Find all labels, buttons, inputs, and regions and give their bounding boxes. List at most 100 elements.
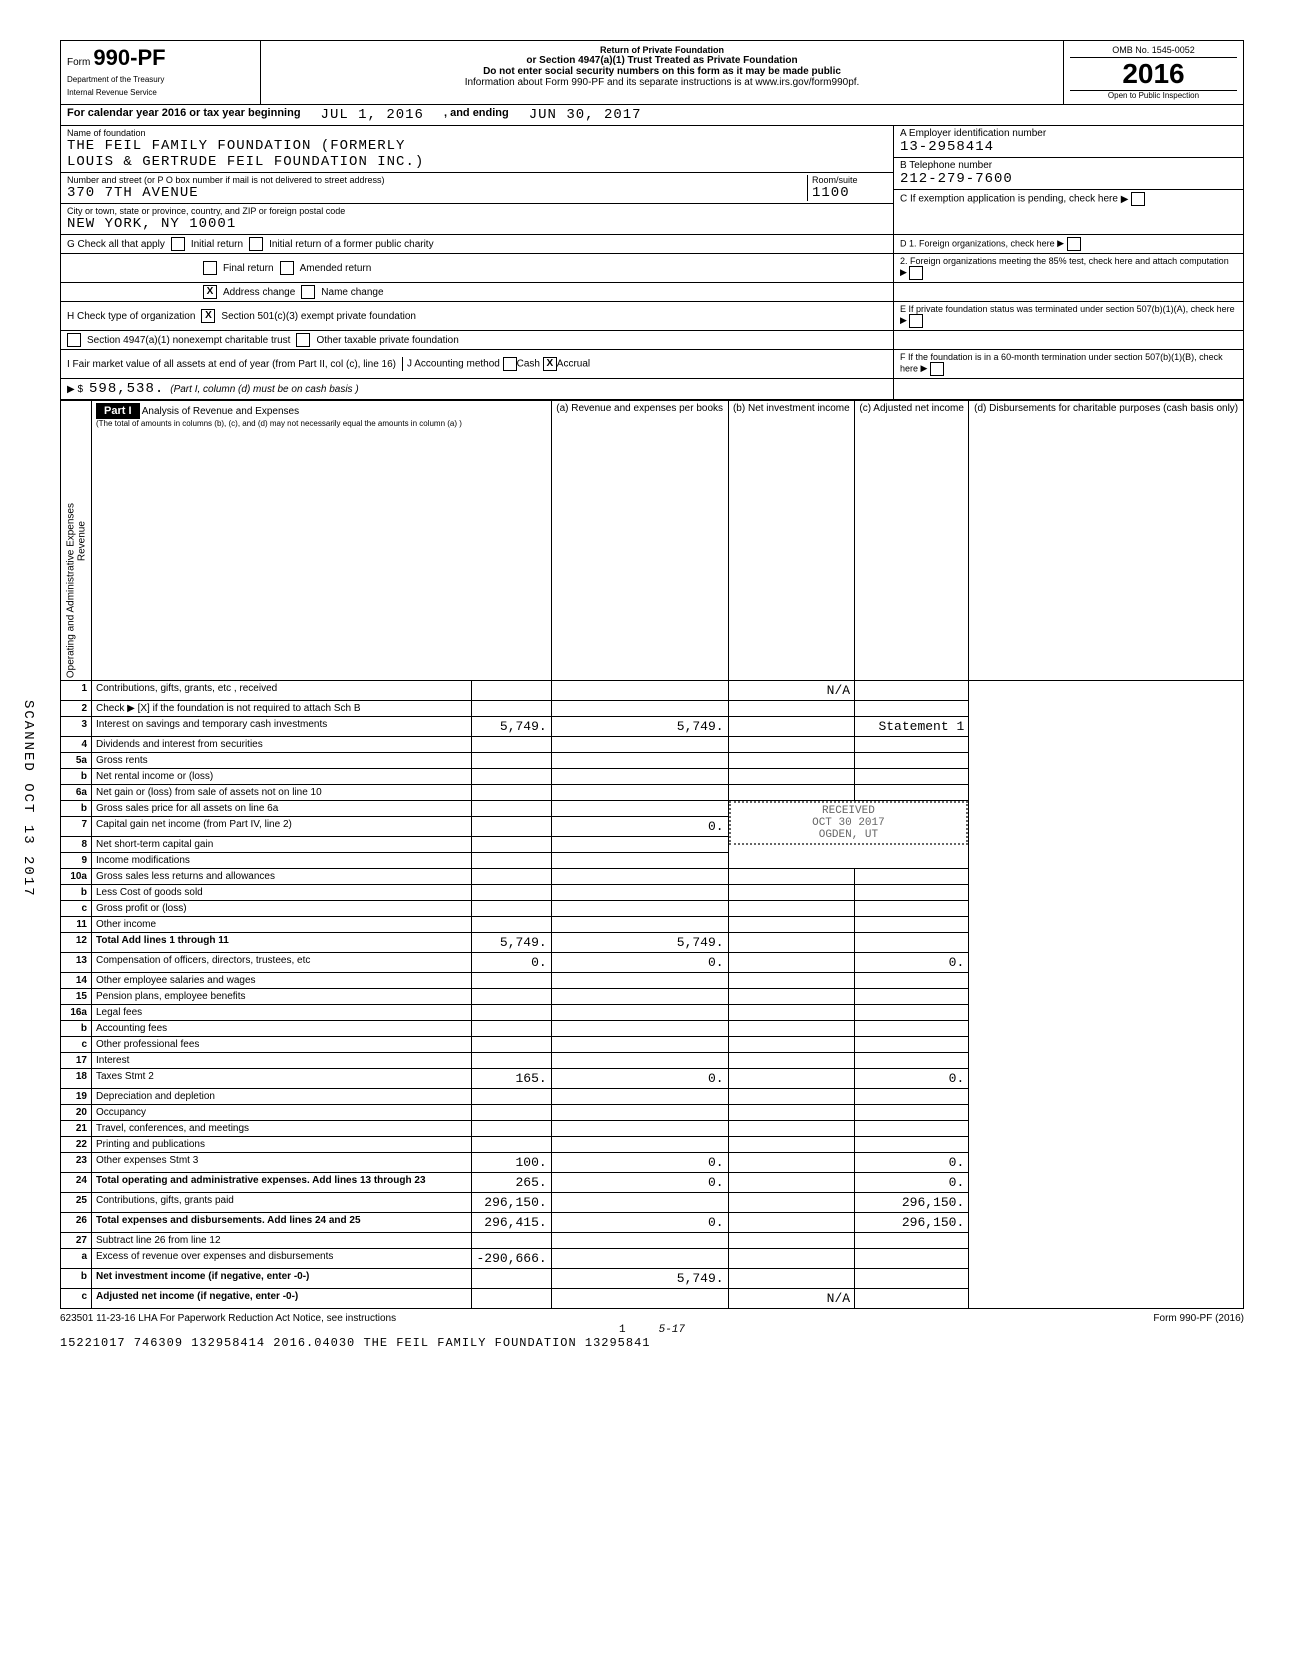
fmv-arrow: ▶ $ bbox=[67, 384, 83, 395]
col-c-value bbox=[728, 1121, 855, 1137]
col-b-header: (b) Net investment income bbox=[728, 401, 855, 681]
initial-return-checkbox[interactable] bbox=[171, 237, 185, 251]
col-d-value bbox=[855, 1105, 969, 1121]
col-b-value bbox=[551, 1037, 728, 1053]
row-number: 9 bbox=[61, 853, 92, 869]
col-a-value: -290,666. bbox=[472, 1249, 552, 1269]
calendar-year-row: For calendar year 2016 or tax year begin… bbox=[60, 104, 1244, 125]
col-b-value bbox=[551, 901, 728, 917]
col-d-value: 296,150. bbox=[855, 1193, 969, 1213]
table-row: 17 Interest bbox=[61, 1053, 1244, 1069]
col-a-value bbox=[472, 837, 552, 853]
form-ref: Form 990-PF (2016) bbox=[1153, 1313, 1244, 1324]
row-description: Taxes Stmt 2 bbox=[92, 1069, 472, 1089]
end-label: , and ending bbox=[444, 107, 509, 123]
g-label: G Check all that apply bbox=[67, 239, 165, 250]
col-a-value bbox=[472, 1089, 552, 1105]
row-number: 27 bbox=[61, 1233, 92, 1249]
col-a-value: 296,150. bbox=[472, 1193, 552, 1213]
foreign-85-checkbox[interactable] bbox=[909, 266, 923, 280]
col-b-value bbox=[551, 1105, 728, 1121]
row-number: 3 bbox=[61, 717, 92, 737]
terminated-checkbox[interactable] bbox=[909, 314, 923, 328]
col-d-value bbox=[855, 1121, 969, 1137]
row-number: 17 bbox=[61, 1053, 92, 1069]
col-a-value: 0. bbox=[472, 953, 552, 973]
tel-label: B Telephone number bbox=[900, 160, 1237, 171]
col-d-value bbox=[855, 901, 969, 917]
col-b-value bbox=[551, 1089, 728, 1105]
col-d-value bbox=[855, 989, 969, 1005]
col-c-value bbox=[728, 1269, 855, 1289]
col-c-value: N/A bbox=[728, 681, 855, 701]
cash-checkbox[interactable] bbox=[503, 357, 517, 371]
col-b-value bbox=[551, 801, 728, 817]
row-description: Contributions, gifts, grants paid bbox=[92, 1193, 472, 1213]
col-c-value bbox=[728, 1105, 855, 1121]
col-d-value bbox=[855, 737, 969, 753]
table-row: 27 Subtract line 26 from line 12 bbox=[61, 1233, 1244, 1249]
col-b-value bbox=[551, 989, 728, 1005]
4947-checkbox[interactable] bbox=[67, 333, 81, 347]
col-a-value bbox=[472, 1121, 552, 1137]
col-d-value bbox=[855, 1233, 969, 1249]
col-b-value bbox=[551, 853, 728, 869]
address-change-checkbox[interactable] bbox=[203, 285, 217, 299]
row-number: b bbox=[61, 801, 92, 817]
final-return-checkbox[interactable] bbox=[203, 261, 217, 275]
col-a-value bbox=[472, 973, 552, 989]
501c3-checkbox[interactable] bbox=[201, 309, 215, 323]
col-b-value: 0. bbox=[551, 1069, 728, 1089]
row-description: Total operating and administrative expen… bbox=[92, 1173, 472, 1193]
row-description: Net investment income (if negative, ente… bbox=[92, 1269, 472, 1289]
row-description: Net rental income or (loss) bbox=[92, 769, 472, 785]
table-row: 15 Pension plans, employee benefits bbox=[61, 989, 1244, 1005]
table-row: 7 Capital gain net income (from Part IV,… bbox=[61, 817, 1244, 837]
f-label: F If the foundation is in a 60-month ter… bbox=[900, 352, 1223, 373]
foreign-org-checkbox[interactable] bbox=[1067, 237, 1081, 251]
col-c-value bbox=[728, 1021, 855, 1037]
name-change-checkbox[interactable] bbox=[301, 285, 315, 299]
received-stamp: RECEIVEDOCT 30 2017OGDEN, UT bbox=[729, 801, 969, 845]
accrual-checkbox[interactable] bbox=[543, 357, 557, 371]
identification-block: Name of foundation THE FEIL FAMILY FOUND… bbox=[60, 125, 1244, 235]
exemption-checkbox[interactable] bbox=[1131, 192, 1145, 206]
page-number: 1 5-17 bbox=[60, 1324, 1244, 1336]
row-number: 22 bbox=[61, 1137, 92, 1153]
row-description: Subtract line 26 from line 12 bbox=[92, 1233, 472, 1249]
col-c-value bbox=[728, 1037, 855, 1053]
i-label: I Fair market value of all assets at end… bbox=[67, 359, 396, 370]
row-number: a bbox=[61, 1249, 92, 1269]
60month-checkbox[interactable] bbox=[930, 362, 944, 376]
col-d-value bbox=[855, 1053, 969, 1069]
row-description: Occupancy bbox=[92, 1105, 472, 1121]
cash-label: Cash bbox=[517, 359, 540, 370]
amended-checkbox[interactable] bbox=[280, 261, 294, 275]
row-description: Total expenses and disbursements. Add li… bbox=[92, 1213, 472, 1233]
other-taxable-checkbox[interactable] bbox=[296, 333, 310, 347]
col-b-value bbox=[551, 1021, 728, 1037]
col-b-value bbox=[551, 885, 728, 901]
row-number: b bbox=[61, 1021, 92, 1037]
col-a-value: 100. bbox=[472, 1153, 552, 1173]
col-a-value bbox=[472, 681, 552, 701]
col-c-value bbox=[728, 901, 855, 917]
part1-table: Operating and Administrative Expenses Re… bbox=[60, 400, 1244, 1309]
dept-treasury: Department of the Treasury bbox=[67, 75, 254, 84]
col-d-value bbox=[855, 1037, 969, 1053]
part1-subtitle: (The total of amounts in columns (b), (c… bbox=[96, 419, 547, 428]
row-number: 4 bbox=[61, 737, 92, 753]
col-c-value bbox=[728, 753, 855, 769]
col-d-value: 296,150. bbox=[855, 1213, 969, 1233]
table-row: 14 Other employee salaries and wages bbox=[61, 973, 1244, 989]
public-inspection: Open to Public Inspection bbox=[1070, 90, 1237, 100]
g-initial: Initial return bbox=[191, 239, 243, 250]
foundation-name-2: LOUIS & GERTRUDE FEIL FOUNDATION INC.) bbox=[67, 154, 887, 170]
row-number: 10a bbox=[61, 869, 92, 885]
arrow-icon bbox=[900, 315, 907, 325]
col-b-value bbox=[551, 869, 728, 885]
col-d-header: (d) Disbursements for charitable purpose… bbox=[969, 401, 1244, 681]
col-a-value bbox=[472, 1105, 552, 1121]
former-charity-checkbox[interactable] bbox=[249, 237, 263, 251]
tax-year: 2016 bbox=[1070, 58, 1237, 90]
